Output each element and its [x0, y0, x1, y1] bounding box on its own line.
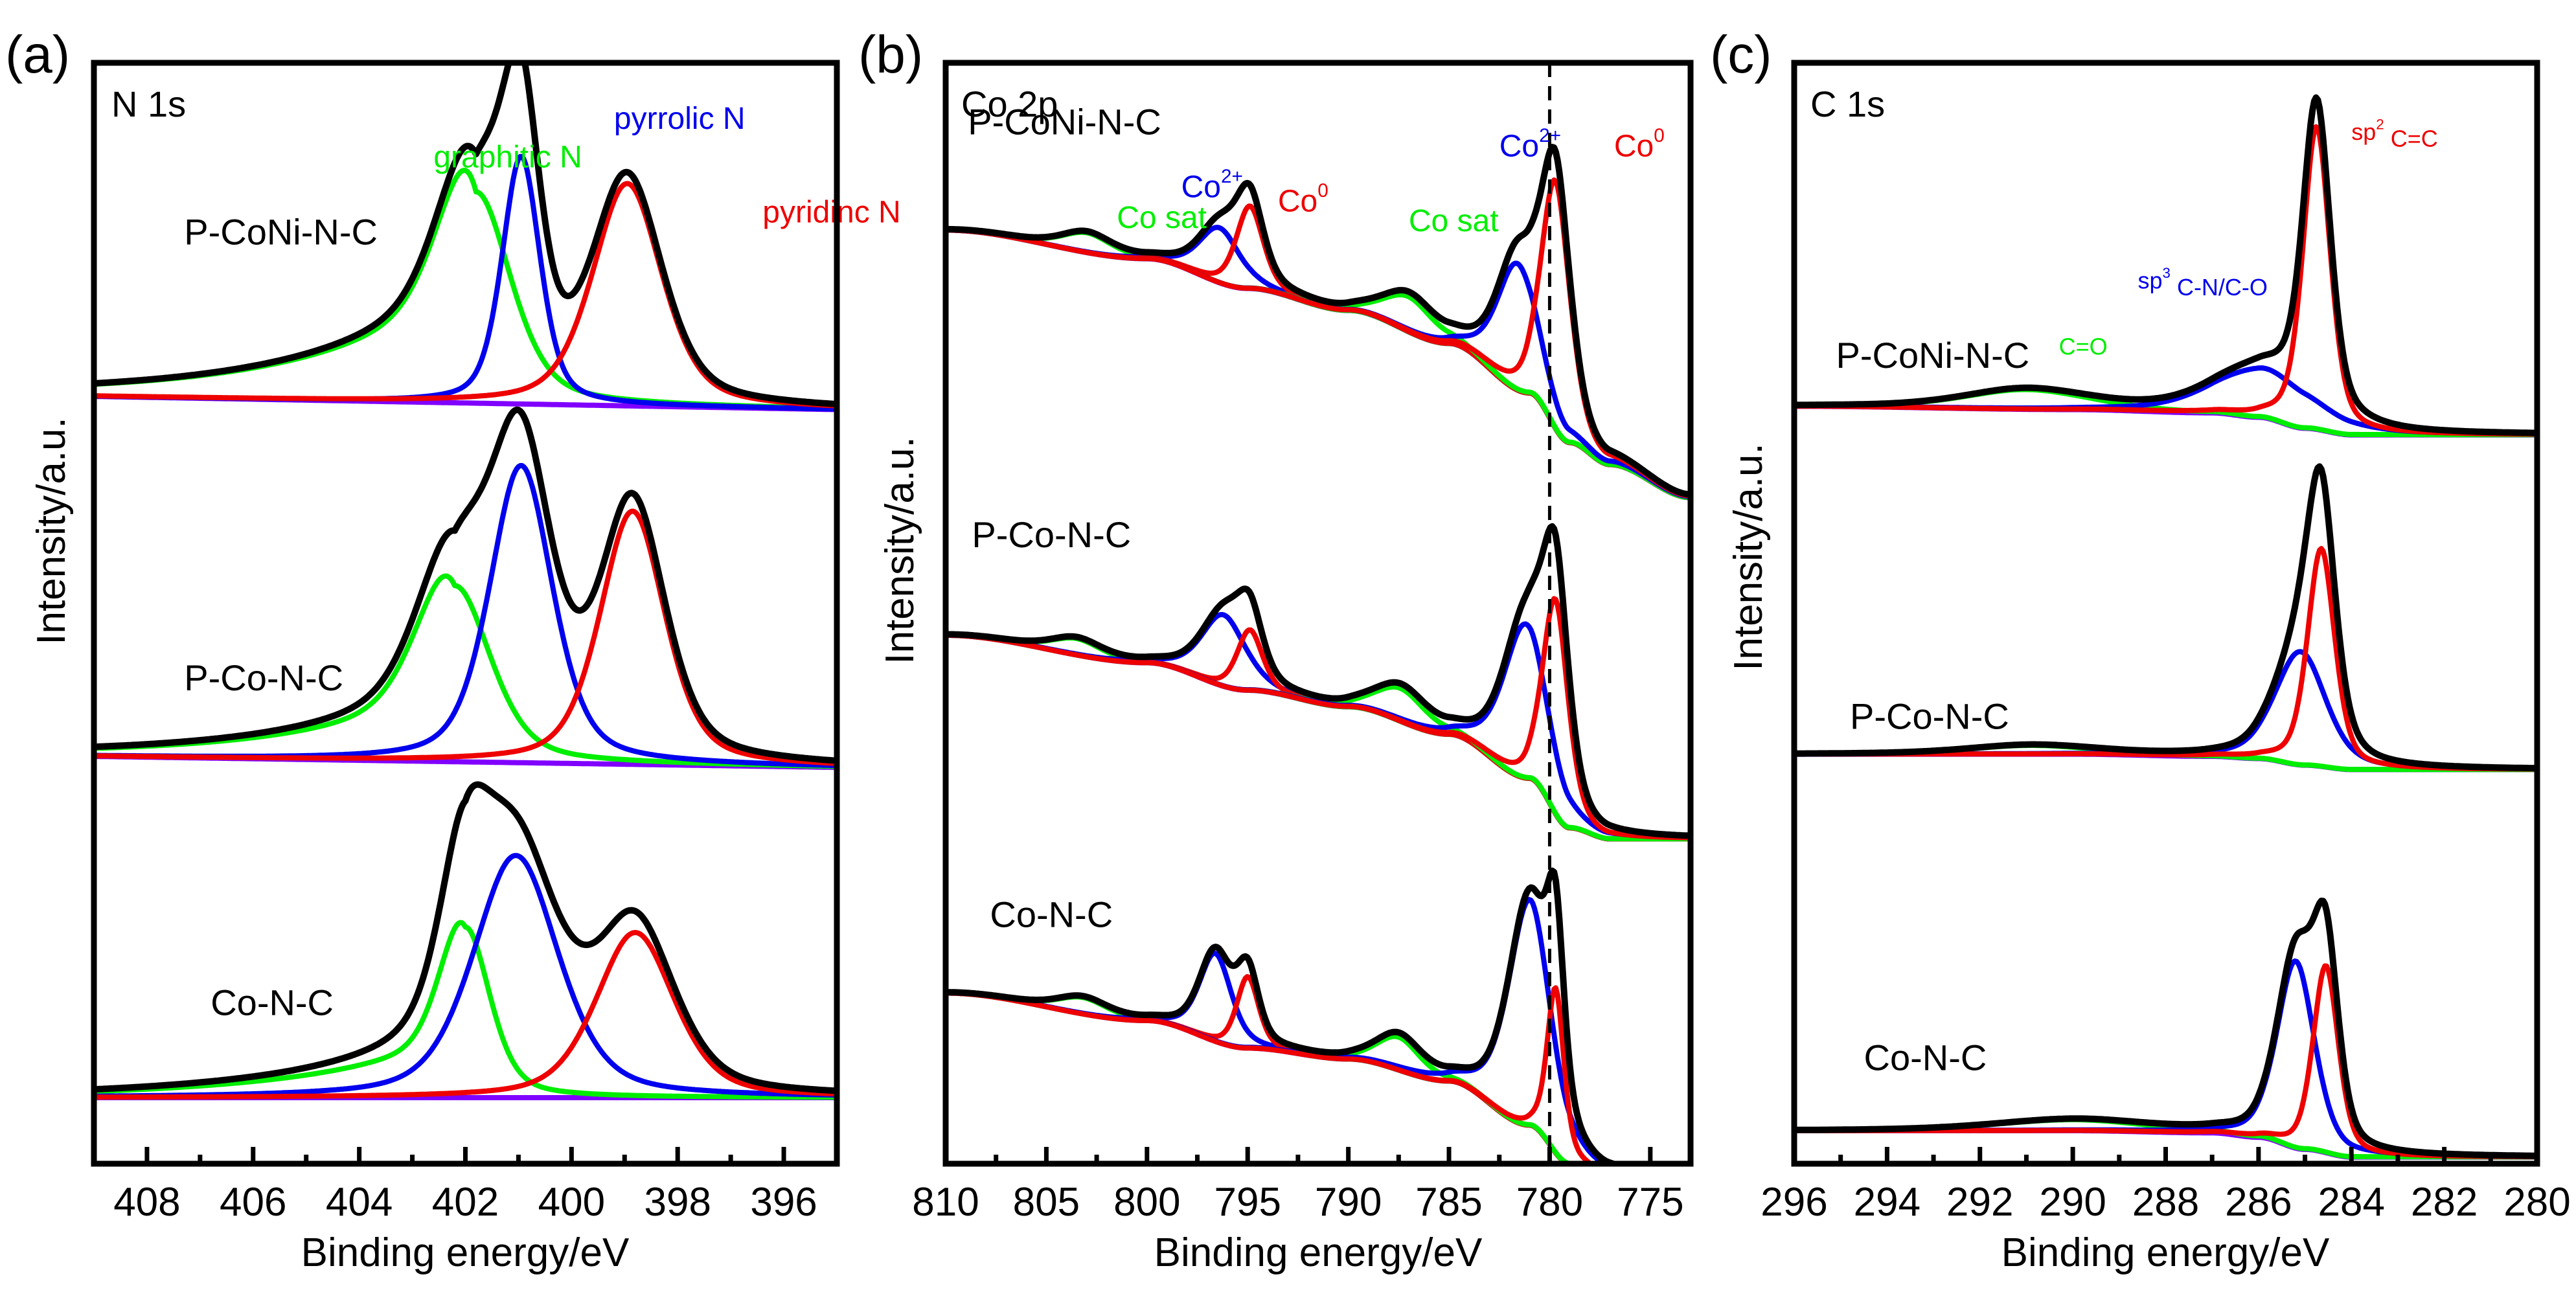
- x-tick-label: 402: [432, 1180, 499, 1225]
- component-co2: [946, 612, 1691, 842]
- peak-annotation-sp2-c-c: sp2 C=C: [2351, 116, 2437, 152]
- sample-p-coni-n-c: [94, 63, 837, 413]
- peak-annotation-co2: Co2+: [1181, 166, 1243, 204]
- panel-c-ylabel: Intensity/a.u.: [1726, 443, 1771, 671]
- peak-annotation-pyrrolic-n: pyrrolic N: [614, 102, 746, 136]
- x-tick-label: 288: [2132, 1180, 2199, 1225]
- sample-label: P-Co-N-C: [184, 657, 343, 698]
- plot-frame: [1791, 60, 2540, 1167]
- sample-label: P-Co-N-C: [1850, 696, 2009, 737]
- sample-co-n-c: [1794, 898, 2537, 1160]
- plot-area: [946, 144, 1691, 1164]
- panel-b-xlabel: Binding energy/eV: [1154, 1230, 1483, 1275]
- x-tick-label: 408: [113, 1180, 180, 1225]
- panel-letter-b: (b): [858, 25, 923, 84]
- x-tick-label: 294: [1854, 1180, 1921, 1225]
- x-tick-label: 810: [912, 1180, 979, 1225]
- panel-c-xlabel: Binding energy/eV: [2001, 1230, 2330, 1275]
- panel-c-title: C 1s: [1810, 84, 1885, 124]
- panel-letter-a: (a): [5, 25, 70, 84]
- component-pyridinic-n: [94, 181, 837, 409]
- sample-p-co-n-c: [946, 523, 1691, 842]
- panel-c-c1s: P-CoNi-N-C P-Co-N-C Co-N-C sp2 C=C sp3 C-N/C…: [1761, 60, 2571, 1225]
- peak-annotation-c-o: C=O: [2059, 334, 2108, 360]
- envelope-line: [1794, 898, 2537, 1159]
- plot-area: [1794, 94, 2537, 1160]
- peak-annotation-co0: Co0: [1614, 125, 1665, 163]
- peak-annotation-co0: Co0: [1278, 180, 1328, 218]
- component-co2: [946, 897, 1614, 1164]
- x-tick-label: 280: [2503, 1180, 2570, 1225]
- plot-area: [94, 63, 837, 1100]
- panel-b-ylabel: Intensity/a.u.: [878, 436, 922, 664]
- sample-co-n-c: [94, 781, 837, 1100]
- x-tick-label: 805: [1013, 1180, 1080, 1225]
- panel-a-title: N 1s: [111, 84, 186, 124]
- x-tick-label: 398: [644, 1180, 711, 1225]
- component-co-sat: [946, 990, 1584, 1164]
- peak-annotation-pyridinc-n: pyridinc N: [762, 196, 900, 230]
- sample-label: P-CoNi-N-C: [1836, 335, 2030, 376]
- envelope-line: [1794, 463, 2537, 772]
- x-tick-label: 400: [538, 1180, 605, 1225]
- component-sp2-c-c: [1794, 124, 2537, 437]
- sample-label: Co-N-C: [1864, 1037, 1987, 1078]
- x-tick-label: 790: [1315, 1180, 1382, 1225]
- panel-b-co2p: P-CoNi-N-CP-Co-N-CCo-N-CCo satCo2+Co0Co …: [912, 60, 1694, 1225]
- x-tick-label: 780: [1516, 1180, 1583, 1225]
- component-co2: [946, 621, 1691, 840]
- peak-annotation-co2: Co2+: [1499, 125, 1561, 163]
- envelope-line: [94, 63, 837, 407]
- x-tick-label: 282: [2411, 1180, 2478, 1225]
- panel-b-title: Co 2p: [961, 84, 1058, 124]
- sample-label: P-Co-N-C: [972, 514, 1131, 555]
- envelope-line: [946, 144, 1691, 498]
- panel-a-xlabel: Binding energy/eV: [301, 1230, 630, 1275]
- envelope-line: [1794, 94, 2537, 436]
- peak-annotation-co-sat: Co sat: [1117, 201, 1207, 235]
- envelope-line: [946, 523, 1691, 839]
- x-tick-label: 795: [1214, 1180, 1281, 1225]
- x-tick-label: 286: [2225, 1180, 2292, 1225]
- sample-label: P-CoNi-N-C: [968, 102, 1161, 142]
- x-tick-label: 785: [1415, 1180, 1482, 1225]
- envelope-line: [94, 406, 837, 764]
- component-graphitic-n: [94, 920, 837, 1100]
- sample-p-coni-n-c: [1794, 94, 2537, 438]
- component-pyridinic-n: [94, 930, 837, 1100]
- x-tick-label: 404: [326, 1180, 393, 1225]
- x-tick-label: 284: [2318, 1180, 2385, 1225]
- sample-label: P-CoNi-N-C: [184, 212, 378, 253]
- component-co-sat: [946, 990, 1583, 1164]
- peak-annotation-co-sat: Co sat: [1409, 204, 1499, 238]
- sample-label: Co-N-C: [211, 982, 334, 1023]
- envelope-line: [946, 867, 1625, 1164]
- x-tick-label: 292: [1946, 1180, 2013, 1225]
- x-tick-label: 775: [1617, 1180, 1683, 1225]
- peak-annotation-sp3-c-n-c-o: sp3 C-N/C-O: [2137, 265, 2267, 300]
- component-co0: [946, 985, 1595, 1164]
- component-pyridinic-n: [94, 508, 837, 766]
- background-line: [946, 990, 1583, 1164]
- x-tick-label: 396: [750, 1180, 817, 1225]
- x-tick-label: 800: [1113, 1180, 1180, 1225]
- peak-annotation-graphitic-n: graphitic N: [433, 141, 582, 175]
- envelope-line: [94, 781, 837, 1094]
- sample-p-coni-n-c: [946, 144, 1691, 501]
- x-tick-label: 296: [1761, 1180, 1827, 1225]
- x-tick-label: 290: [2039, 1180, 2106, 1225]
- panel-letter-c: (c): [1710, 25, 1772, 84]
- plot-frame: [942, 60, 1694, 1167]
- sample-p-co-n-c: [94, 406, 837, 770]
- panel-a-n1s: P-CoNi-N-C P-Co-N-C Co-N-C graphitic N pyrro…: [91, 60, 901, 1225]
- component-pyrrolic-n: [94, 853, 837, 1099]
- sample-label: Co-N-C: [990, 894, 1113, 935]
- panel-a-ylabel: Intensity/a.u.: [29, 417, 74, 645]
- x-tick-label: 406: [220, 1180, 286, 1225]
- sample-p-co-n-c: [1794, 463, 2537, 773]
